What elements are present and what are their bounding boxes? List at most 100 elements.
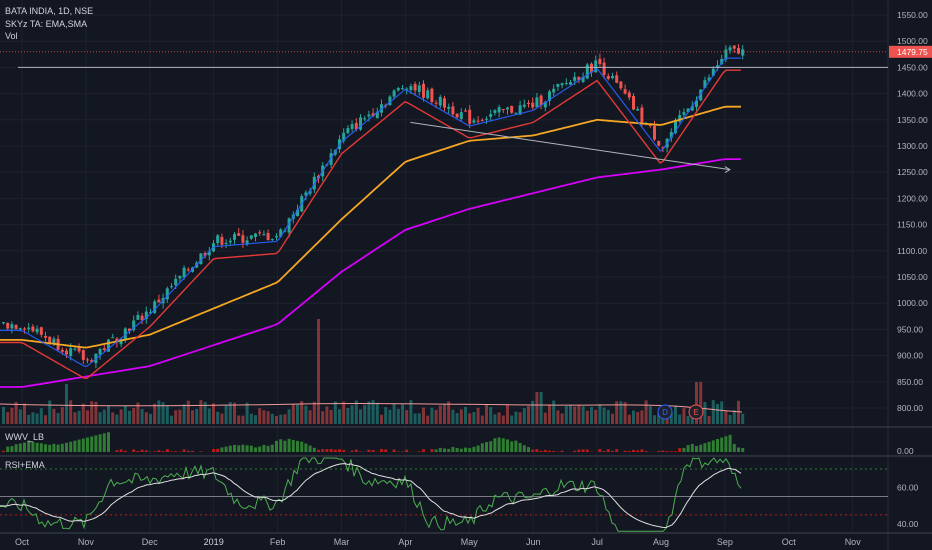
wwv-bar [678, 448, 682, 452]
wwv-bar [690, 443, 694, 452]
candle-body [564, 82, 568, 84]
candle-body [224, 242, 228, 244]
volume-bar [375, 402, 379, 424]
candle-body [615, 75, 619, 83]
candle-body [115, 338, 119, 343]
volume-bar [149, 413, 152, 424]
candle-body [199, 253, 203, 264]
candle-body [132, 320, 136, 331]
volume-bar [157, 400, 161, 424]
volume-bar [216, 411, 220, 424]
volume-bar [98, 412, 102, 424]
volume-bar [186, 400, 190, 424]
volume-bar [136, 402, 140, 424]
candle-body [623, 89, 627, 94]
volume-bar [409, 400, 413, 424]
wwv-bar [354, 449, 358, 452]
candle-body [401, 88, 404, 90]
candle-body [31, 326, 35, 332]
volume-bar [711, 400, 715, 424]
price-axis-tick: 1050.00 [897, 272, 928, 282]
wwv-bar [640, 449, 644, 452]
wwv-bar [233, 444, 236, 452]
candle-body [657, 141, 661, 146]
candle-body [468, 109, 472, 124]
volume-bar [640, 410, 644, 424]
wwv-bar [510, 441, 514, 452]
volume-bar [266, 411, 270, 424]
volume-bar [695, 382, 698, 424]
wwv-bar [459, 448, 463, 452]
volume-bar [493, 414, 497, 424]
volume-bar [359, 409, 362, 424]
candle-body [661, 147, 665, 149]
wwv-bar [384, 449, 388, 452]
volume-bar [585, 410, 589, 424]
wwv-bar [333, 449, 337, 452]
candle-body [375, 111, 379, 119]
volume-bar [132, 408, 136, 424]
candle-body [262, 234, 266, 236]
wwv-bar [430, 449, 434, 452]
candle-body [392, 90, 396, 97]
wwv-bar [14, 444, 18, 452]
volume-bar [636, 412, 640, 424]
candle-body [506, 107, 509, 110]
volume-bar [2, 407, 5, 424]
wwv-bar [199, 451, 203, 452]
time-axis-label: Oct [782, 537, 797, 547]
volume-bar [342, 401, 346, 424]
candle-body [422, 83, 425, 98]
volume-bar [174, 410, 178, 424]
candle-body [543, 101, 547, 108]
wwv-bar [52, 443, 56, 452]
volume-bar [31, 412, 35, 424]
candle-body [678, 115, 682, 122]
volume-bar [438, 405, 442, 424]
time-axis-label: Nov [845, 537, 862, 547]
volume-bar [413, 413, 417, 424]
candle-body [279, 229, 283, 237]
volume-bar [10, 407, 14, 424]
volume-bar [111, 412, 115, 424]
wwv-bar [144, 450, 148, 452]
wwv-bar [237, 445, 241, 452]
volume-bar [39, 408, 43, 424]
wwv-bar [707, 441, 711, 452]
wwv-bar [228, 445, 232, 452]
volume-bar [682, 408, 686, 424]
wwv-bar [623, 450, 627, 452]
volume-bar [510, 415, 514, 424]
wwv-bar [321, 449, 325, 452]
volume-bar [165, 405, 169, 424]
volume-bar [346, 408, 350, 424]
candle-body [350, 124, 354, 129]
volume-ma-line [0, 402, 743, 413]
wwv-bar [497, 437, 501, 452]
candle-body [77, 347, 81, 352]
volume-bar [363, 404, 367, 424]
wwv-bar [35, 442, 39, 452]
candle-body [455, 113, 459, 118]
candle-body [86, 359, 89, 361]
wwv-bar [686, 445, 690, 452]
volume-bar [501, 415, 505, 424]
candle-body [367, 114, 371, 117]
wwv-bar [157, 450, 161, 452]
volume-bar [27, 414, 31, 424]
candle-body [409, 86, 413, 91]
volume-bar [615, 401, 619, 424]
volume-bar [556, 410, 560, 424]
volume-bar [56, 412, 60, 424]
volume-bar [115, 414, 119, 424]
wwv-bar [598, 449, 602, 452]
candle-body [149, 312, 152, 314]
volume-bar [90, 401, 94, 424]
wwv-bar [249, 445, 253, 452]
volume-bar [539, 392, 543, 424]
candle-body [233, 234, 236, 240]
wwv-bar [279, 439, 283, 452]
candle-body [245, 240, 249, 245]
wwv-bar [535, 449, 539, 452]
